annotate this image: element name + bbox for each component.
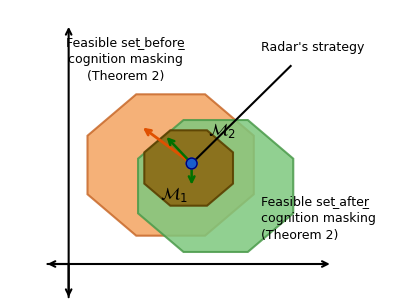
- Text: Feasible set ̲before̲
cognition masking
(Theorem 2): Feasible set ̲before̲ cognition masking …: [66, 36, 185, 83]
- Text: Radar's strategy: Radar's strategy: [261, 41, 364, 54]
- Text: $\mathcal{M}_2$: $\mathcal{M}_2$: [208, 121, 236, 140]
- Text: $\mathcal{M}_1$: $\mathcal{M}_1$: [160, 184, 188, 203]
- Text: Feasible set ̲after̲
cognition masking
(Theorem 2): Feasible set ̲after̲ cognition masking (…: [261, 195, 376, 242]
- Polygon shape: [138, 120, 293, 252]
- Polygon shape: [88, 94, 254, 236]
- Circle shape: [186, 158, 197, 169]
- Polygon shape: [144, 130, 233, 206]
